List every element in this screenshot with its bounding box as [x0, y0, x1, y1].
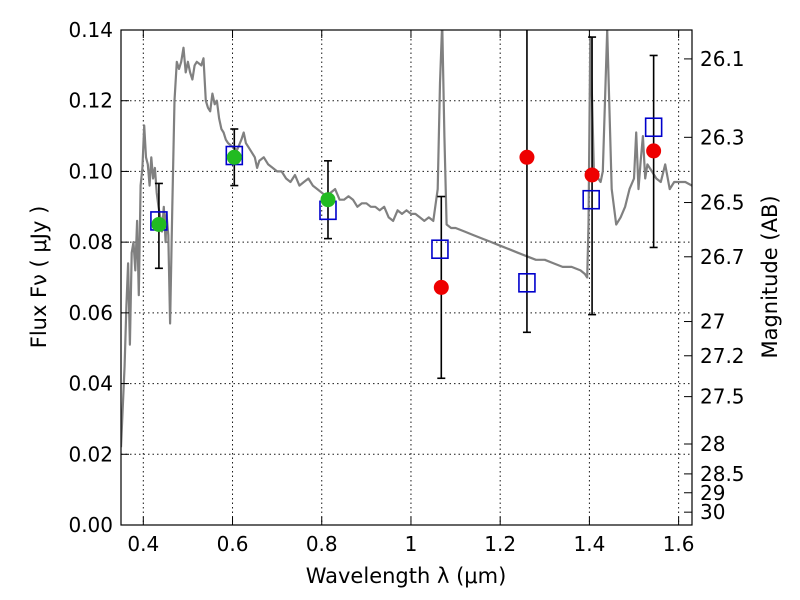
- right-tick-label: 29: [700, 481, 725, 505]
- observed-point: [151, 216, 167, 232]
- y-axis-label: Flux Fν ( μJy ): [27, 206, 51, 349]
- y-tick-label: 0.12: [68, 89, 113, 113]
- x-tick-label: 0.8: [306, 532, 338, 556]
- right-tick-label: 26.7: [700, 245, 745, 269]
- observed-point: [584, 167, 600, 183]
- right-tick-label: 28.5: [700, 462, 745, 486]
- y-tick-label: 0.14: [68, 18, 113, 42]
- y-tick-label: 0.10: [68, 159, 113, 183]
- x-tick-label: 1.4: [573, 532, 605, 556]
- x-tick-label: 1: [405, 532, 418, 556]
- model-photometry-square: [431, 239, 449, 260]
- right-tick-label: 27.5: [700, 385, 745, 409]
- observed-point: [226, 149, 242, 165]
- model-photometry-square: [582, 189, 600, 210]
- observed-point: [519, 149, 535, 165]
- right-tick-label: 27: [700, 310, 725, 334]
- right-tick-label: 30: [700, 500, 725, 524]
- y-tick-label: 0.00: [68, 513, 113, 537]
- model-photometry-square: [518, 273, 536, 293]
- right-tick-label: 28: [700, 432, 725, 456]
- observed-point: [320, 192, 336, 208]
- x-tick-label: 0.4: [127, 532, 159, 556]
- y-tick-label: 0.02: [68, 442, 113, 466]
- x-tick-label: 1.2: [484, 532, 516, 556]
- right-tick-label: 26.1: [700, 47, 745, 71]
- right-axis-label: Magnitude (AB): [758, 195, 782, 358]
- y-tick-label: 0.04: [68, 372, 113, 396]
- right-tick-label: 26.5: [700, 191, 745, 215]
- gridlines: [121, 29, 692, 526]
- x-axis-label: Wavelength λ (μm): [306, 564, 507, 588]
- plot-area: [121, 30, 692, 448]
- right-tick-label: 27.2: [700, 344, 745, 368]
- right-tick-label: 26.3: [700, 125, 745, 149]
- plot-frame: [120, 29, 693, 526]
- axis-ticks: 0.4 0.6 0.8 1 1.2 1.4 1.6 0.00 0.02 0.04 0.06 0.08 0…: [68, 18, 744, 556]
- x-tick-label: 1.6: [663, 532, 695, 556]
- observed-point: [433, 279, 449, 295]
- y-tick-label: 0.08: [68, 230, 113, 254]
- x-tick-label: 0.6: [217, 532, 249, 556]
- model-photometry-square: [644, 117, 663, 138]
- y-tick-label: 0.06: [68, 301, 113, 325]
- observed-point: [646, 143, 662, 159]
